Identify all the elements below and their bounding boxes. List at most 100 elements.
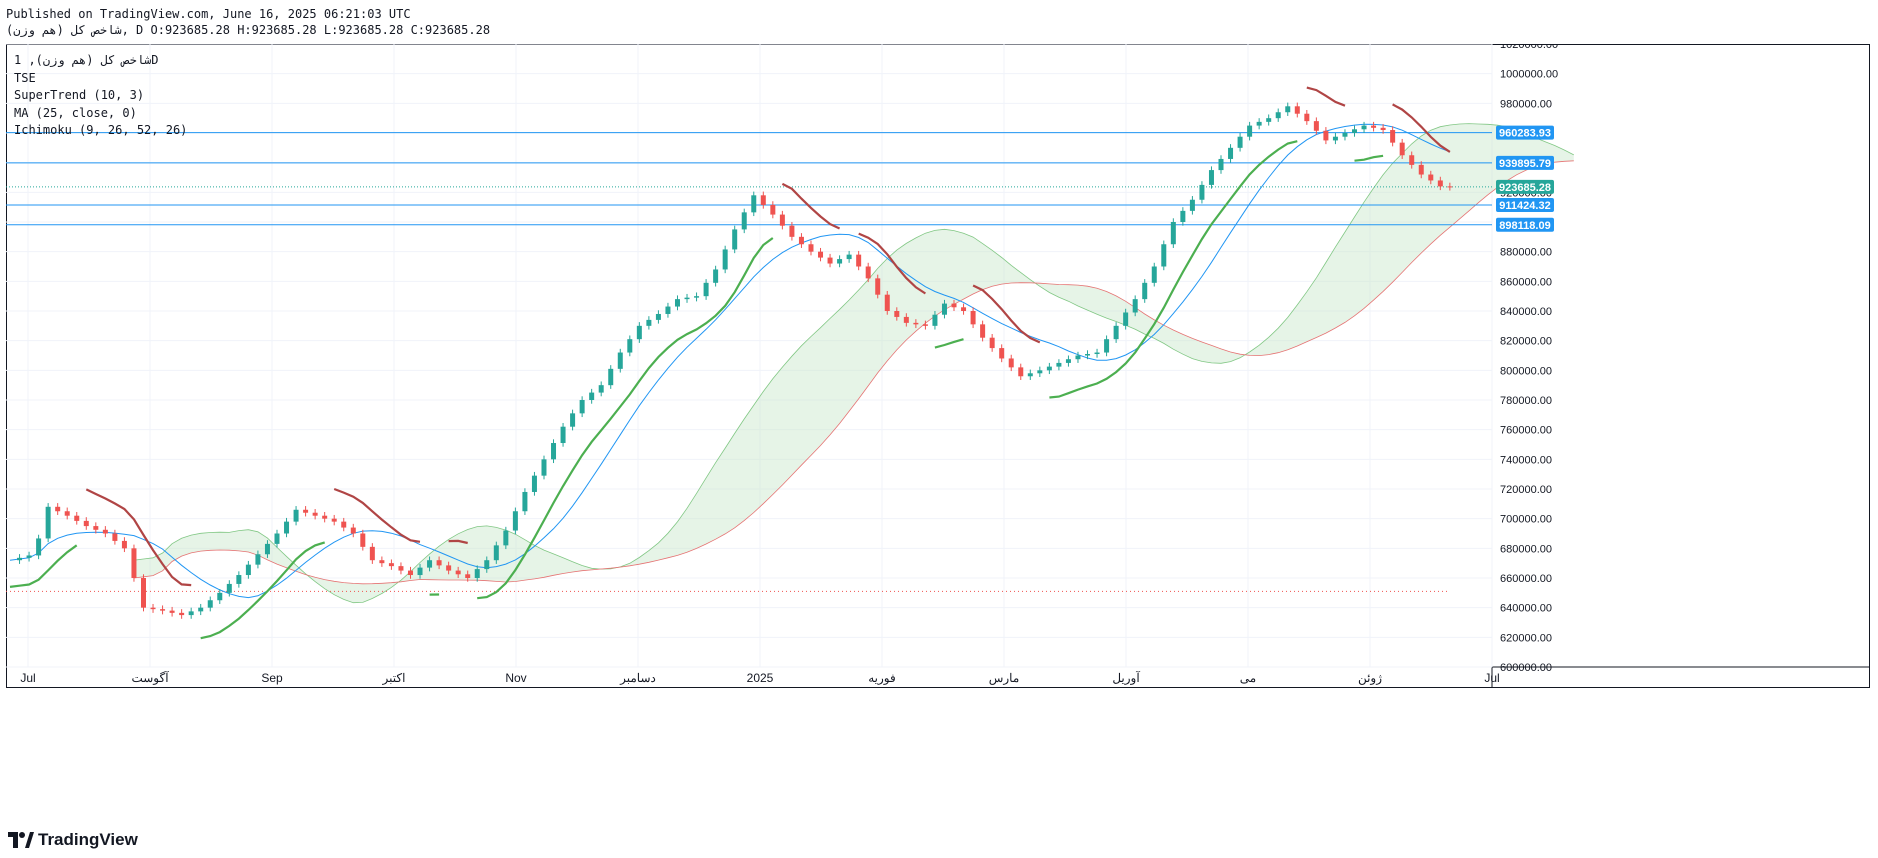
candle-body xyxy=(331,518,337,522)
candle-body xyxy=(1428,174,1434,181)
tradingview-logo[interactable]: TradingView xyxy=(8,829,138,851)
candle-body xyxy=(493,545,499,561)
candle-body xyxy=(1180,210,1186,222)
candle-body xyxy=(1123,312,1129,326)
candle-body xyxy=(722,249,728,270)
candle-body xyxy=(1323,130,1329,141)
candle-body xyxy=(713,269,719,283)
chart-area[interactable]: 1020000.001000000.00980000.00960000.0094… xyxy=(6,44,1870,822)
candle-body xyxy=(903,316,909,323)
candle-body xyxy=(1371,125,1377,128)
price-tag xyxy=(1496,217,1554,232)
candle-body xyxy=(875,278,881,295)
candle-body xyxy=(150,607,156,610)
x-tick-label: دسامبر xyxy=(619,671,656,685)
candle-body xyxy=(608,368,614,386)
candle-body xyxy=(1332,136,1338,141)
candle-body xyxy=(1247,125,1253,137)
candle-body xyxy=(1447,186,1453,188)
candle-body xyxy=(341,521,347,528)
candle-body xyxy=(1294,106,1300,114)
tradingview-brand: TradingView xyxy=(38,830,138,849)
candle-body xyxy=(303,509,309,513)
x-tick-label: Jul xyxy=(1484,671,1499,685)
current-price-tag xyxy=(1496,179,1554,194)
x-tick-label: Nov xyxy=(505,671,526,685)
candle-body xyxy=(436,560,442,566)
candle-body xyxy=(131,548,137,578)
candle-body xyxy=(1399,142,1405,156)
candle-body xyxy=(198,607,204,612)
candle-body xyxy=(1380,127,1386,131)
candle-body xyxy=(55,506,61,512)
candle-body xyxy=(236,575,242,584)
candle-body xyxy=(379,560,385,564)
candle-body xyxy=(1027,373,1033,377)
ichimoku-span-b xyxy=(133,160,1574,585)
candle-body xyxy=(751,195,757,213)
candle-body xyxy=(1266,118,1272,122)
candle-body xyxy=(1065,359,1071,363)
y-tick-label: 680000.00 xyxy=(1500,543,1552,555)
candle-body xyxy=(284,521,290,534)
candle-body xyxy=(417,567,423,576)
y-tick-label: 980000.00 xyxy=(1500,98,1552,110)
legend-supertrend[interactable]: SuperTrend (10, 3) xyxy=(14,88,145,102)
x-tick-label: فوریه xyxy=(868,671,896,685)
price-tag-label: 939895.79 xyxy=(1499,158,1551,170)
ichimoku-span-a xyxy=(133,123,1574,604)
candle-body xyxy=(388,563,394,567)
candle-body xyxy=(798,236,804,245)
y-tick-label: 720000.00 xyxy=(1500,484,1552,496)
y-tick-label: 820000.00 xyxy=(1500,336,1552,348)
candle-body xyxy=(636,325,642,340)
candle-body xyxy=(1199,184,1205,200)
candle-body xyxy=(1142,282,1148,300)
candle-body xyxy=(655,313,661,320)
ohlc-info: شاخص کل (هم وزن), D O:923685.28 H:923685… xyxy=(6,23,491,37)
candle-body xyxy=(369,546,375,561)
candle-body xyxy=(579,400,585,414)
chart-canvas[interactable]: 1020000.001000000.00980000.00960000.0094… xyxy=(6,44,1870,822)
y-tick-label: 800000.00 xyxy=(1500,365,1552,377)
candle-body xyxy=(398,566,404,571)
y-tick-label: 760000.00 xyxy=(1500,425,1552,437)
legend-ichimoku[interactable]: Ichimoku (9, 26, 52, 26) xyxy=(14,123,188,137)
price-tag xyxy=(1496,125,1554,140)
candle-body xyxy=(255,554,261,565)
candle-body xyxy=(732,229,738,250)
candle-body xyxy=(551,443,557,460)
candle-body xyxy=(941,303,947,315)
y-tick-label: 840000.00 xyxy=(1500,306,1552,318)
candle-body xyxy=(894,311,900,317)
candle-body xyxy=(570,413,576,427)
x-tick-label: Jul xyxy=(20,671,35,685)
candle-body xyxy=(541,459,547,476)
candle-body xyxy=(1418,164,1424,175)
legend-symbol[interactable]: شاخص کل (هم وزن), 1D xyxy=(14,53,159,67)
candle-body xyxy=(1218,158,1224,171)
candle-body xyxy=(207,600,213,608)
candle-body xyxy=(627,339,633,353)
candle-body xyxy=(913,322,919,325)
candle-body xyxy=(1056,362,1062,367)
candle-body xyxy=(1352,129,1358,133)
x-tick-label: اکتبر xyxy=(382,671,406,685)
candle-body xyxy=(484,560,490,570)
price-tag xyxy=(1496,155,1554,170)
price-tag xyxy=(1496,198,1554,213)
x-tick-label: Sep xyxy=(261,671,283,685)
candle-body xyxy=(846,254,852,260)
candle-body xyxy=(770,204,776,215)
y-tick-label: 1020000.00 xyxy=(1500,44,1558,51)
candle-body xyxy=(1085,354,1091,356)
candle-body xyxy=(45,506,51,539)
candle-body xyxy=(522,491,528,512)
candle-body xyxy=(818,251,824,258)
candle-body xyxy=(1313,121,1319,131)
legend-ma[interactable]: MA (25, close, 0) xyxy=(14,105,137,120)
candle-body xyxy=(93,526,99,530)
y-tick-label: 1000000.00 xyxy=(1500,69,1558,81)
candle-body xyxy=(1237,136,1243,148)
candle-body xyxy=(264,543,270,555)
